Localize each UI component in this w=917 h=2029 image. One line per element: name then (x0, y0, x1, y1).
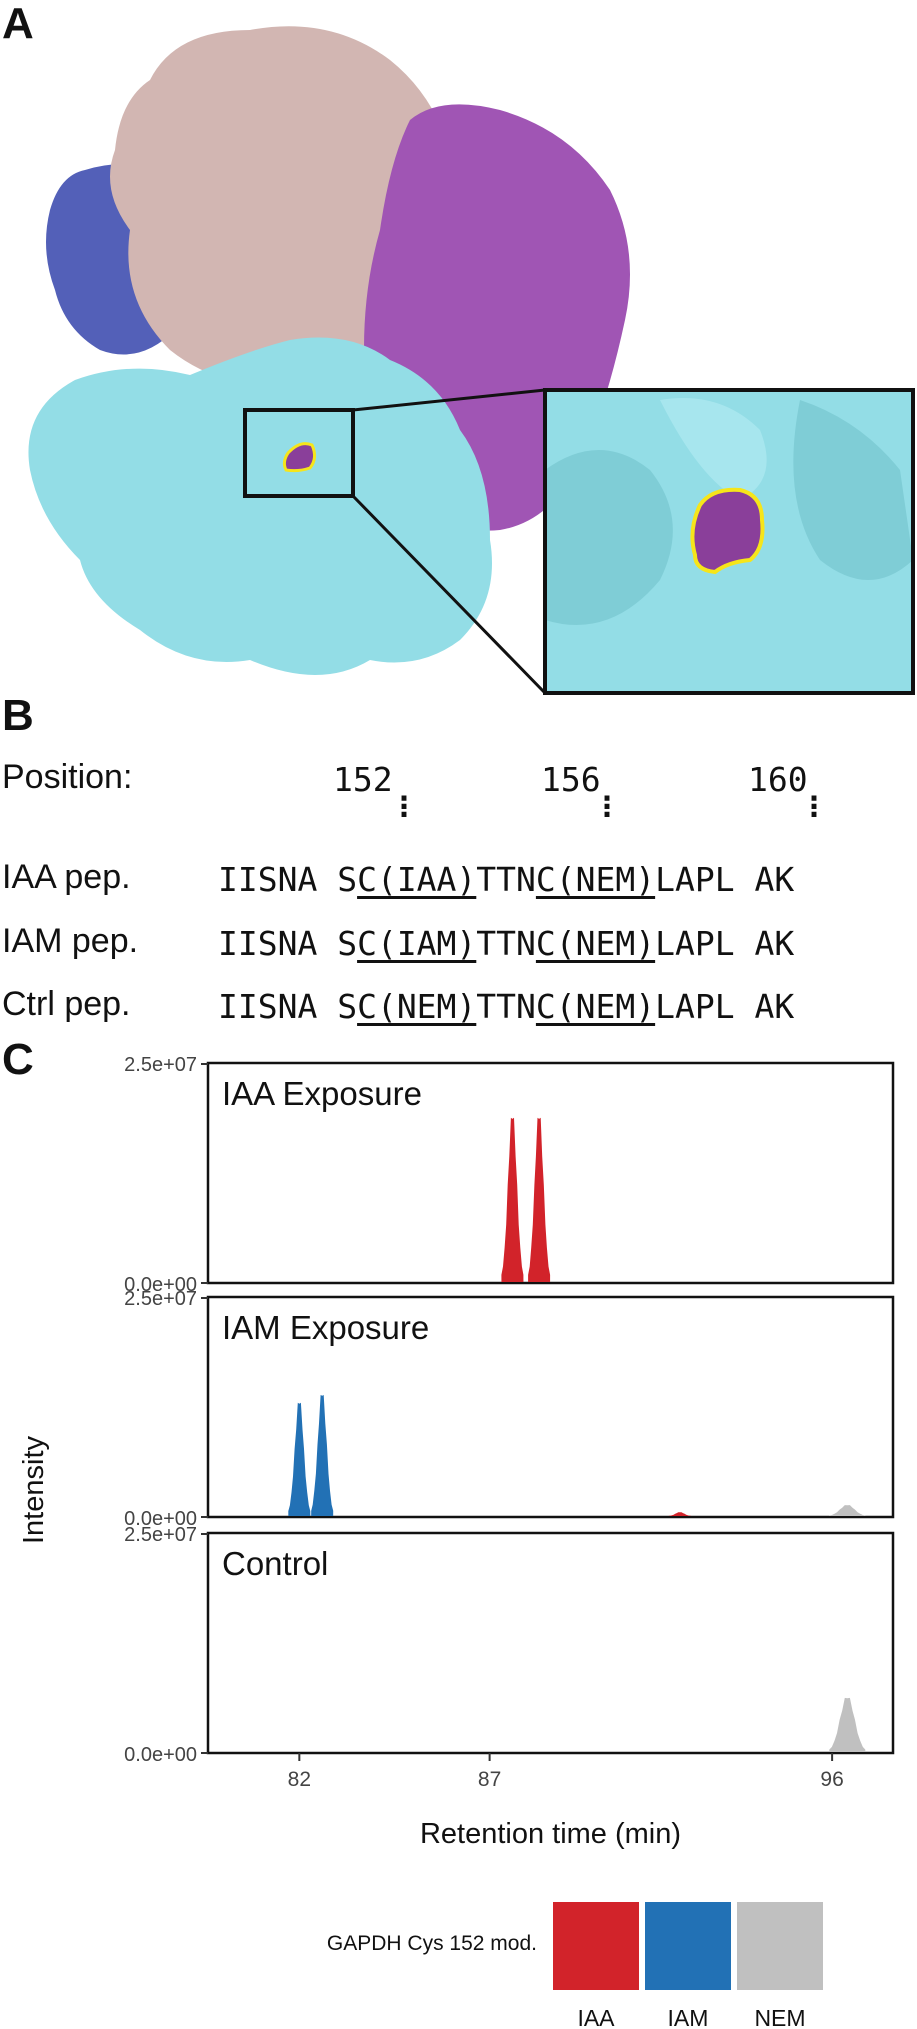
pocket-highlight (282, 442, 317, 473)
facet-title-2: Control (222, 1545, 328, 1582)
position-label: Position: (2, 758, 133, 796)
y-tick-label-min-1: 0.0e+00 (124, 1508, 197, 1530)
dots-152: ⋮ (390, 791, 418, 822)
x-axis-label: Retention time (min) (420, 1818, 681, 1850)
panel-label-a: A (2, 0, 34, 48)
seq-row-label-ctrl: Ctrl pep. (2, 985, 131, 1023)
y-tick-label-max-1: 2.5e+07 (124, 1288, 197, 1310)
dots-156: ⋮ (593, 791, 621, 822)
seq-row-iam: IISNA SC(IAM)TTNC(NEM)LAPL AK (218, 924, 795, 963)
facet-title-1: IAM Exposure (222, 1309, 429, 1346)
legend-swatch-nem (737, 1902, 823, 1990)
zoom-inset (543, 388, 915, 695)
panel-label-b: B (2, 691, 34, 740)
position-160: 160 (748, 760, 808, 799)
seq-row-iaa: IISNA SC(IAA)TTNC(NEM)LAPL AK (218, 860, 795, 899)
peak-iam-1-0 (288, 1402, 311, 1516)
legend-title: GAPDH Cys 152 mod. (327, 1932, 537, 1955)
legend-label-iaa: IAA (577, 2005, 615, 2029)
zoom-line-top (352, 388, 546, 412)
seq-row-label-iam: IAM pep. (2, 922, 139, 960)
peak-iam-1-1 (311, 1395, 334, 1516)
pocket-highlight-zoomed (690, 487, 765, 575)
y-tick-label-max-0: 2.5e+07 (124, 1054, 197, 1076)
peak-nem-1-3 (829, 1505, 866, 1516)
y-tick-label-min-2: 0.0e+00 (124, 1744, 197, 1766)
x-tick-label-82: 82 (288, 1768, 311, 1791)
peak-iaa-0-1 (528, 1117, 551, 1282)
y-tick-label-min-0: 0.0e+00 (124, 1274, 197, 1296)
legend-label-nem: NEM (754, 2005, 805, 2029)
zoom-box-small (243, 408, 355, 498)
facet-panel-2 (206, 1531, 895, 1755)
seq-row-label-iaa: IAA pep. (2, 858, 131, 896)
x-tick-label-96: 96 (820, 1768, 843, 1791)
y-tick-label-max-2: 2.5e+07 (124, 1524, 197, 1546)
facet-panel-0 (206, 1061, 895, 1285)
legend-swatch-iam (645, 1902, 731, 1990)
protein-structure-illustration (28, 26, 915, 695)
y-axis-label: Intensity (18, 1436, 50, 1544)
facet-title-0: IAA Exposure (222, 1075, 422, 1112)
position-156: 156 (541, 760, 601, 799)
dots-160: ⋮ (800, 791, 828, 822)
peak-iaa-0-0 (501, 1117, 524, 1282)
seq-row-ctrl: IISNA SC(NEM)TTNC(NEM)LAPL AK (218, 987, 795, 1026)
peak-nem-2-0 (829, 1697, 866, 1752)
subunit-cyan (28, 337, 492, 675)
legend-swatch-iaa (553, 1902, 639, 1990)
zoom-line-bottom (351, 494, 547, 695)
position-152: 152 (333, 760, 393, 799)
x-tick-label-87: 87 (478, 1768, 501, 1791)
legend-label-iam: IAM (668, 2005, 709, 2029)
peak-iaa-1-2 (668, 1512, 691, 1516)
panel-label-c: C (2, 1035, 34, 1084)
